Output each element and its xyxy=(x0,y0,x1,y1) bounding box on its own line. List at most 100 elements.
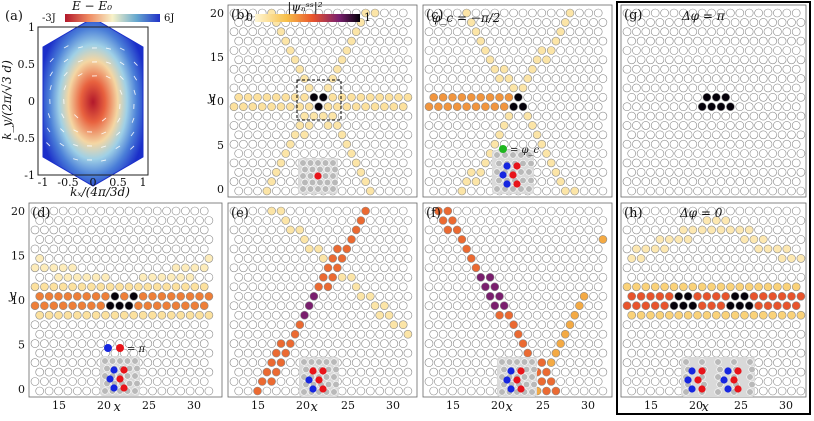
lattice-site xyxy=(665,235,673,243)
lattice-site xyxy=(764,159,772,167)
lattice-site xyxy=(301,131,309,139)
inset-colored-site xyxy=(309,385,316,392)
lattice-site xyxy=(348,131,356,139)
lattice-site xyxy=(528,264,536,272)
lattice-site xyxy=(254,56,262,64)
lattice-site xyxy=(268,340,276,348)
lattice-site xyxy=(59,245,67,253)
lattice-site xyxy=(788,75,796,83)
lattice-site xyxy=(694,93,702,101)
lattice-site xyxy=(661,9,669,17)
lattice-site xyxy=(291,37,299,45)
lattice-site xyxy=(712,131,720,139)
lattice-site xyxy=(783,28,791,36)
lattice-site xyxy=(717,121,725,129)
lattice-site xyxy=(505,75,513,83)
lattice-site xyxy=(481,378,489,386)
lattice-site xyxy=(726,28,734,36)
lattice-site xyxy=(500,103,508,111)
lattice-site xyxy=(524,273,532,281)
lattice-site xyxy=(333,264,341,272)
lattice-site xyxy=(599,349,607,357)
lattice-site xyxy=(599,217,607,225)
lattice-site xyxy=(425,226,433,234)
lattice-site xyxy=(580,235,588,243)
lattice-site xyxy=(538,264,546,272)
lattice-site xyxy=(764,207,772,215)
lattice-site xyxy=(50,207,58,215)
lattice-site xyxy=(434,321,442,329)
lattice-site xyxy=(333,28,341,36)
panel-a-label: (a) xyxy=(5,9,23,24)
lattice-site xyxy=(689,47,697,55)
lattice-site xyxy=(741,311,749,319)
lattice-site xyxy=(272,387,280,395)
lattice-site xyxy=(357,387,365,395)
lattice-site xyxy=(296,245,304,253)
lattice-site xyxy=(268,378,276,386)
lattice-site xyxy=(670,103,678,111)
lattice-site xyxy=(205,254,213,262)
lattice-site xyxy=(338,187,346,195)
lattice-site xyxy=(296,47,304,55)
xtick-label: 30 xyxy=(386,399,400,412)
lattice-site xyxy=(543,217,551,225)
lattice-site xyxy=(561,56,569,64)
lattice-site xyxy=(319,217,327,225)
lattice-site xyxy=(637,254,645,262)
lattice-site xyxy=(404,93,412,101)
lattice-site xyxy=(343,121,351,129)
lattice-site xyxy=(698,321,706,329)
lattice-site xyxy=(477,37,485,45)
lattice-site xyxy=(722,311,730,319)
lattice-site xyxy=(116,226,124,234)
lattice-site xyxy=(472,378,480,386)
lattice-site xyxy=(430,273,438,281)
lattice-site xyxy=(708,302,716,310)
lattice-site xyxy=(566,340,574,348)
lattice-site xyxy=(524,235,532,243)
lattice-site xyxy=(286,264,294,272)
lattice-site xyxy=(670,340,678,348)
lattice-site xyxy=(149,273,157,281)
lattice-site xyxy=(444,28,452,36)
lattice-site xyxy=(500,47,508,55)
lattice-site xyxy=(684,168,692,176)
lattice-site xyxy=(366,254,374,262)
lattice-site xyxy=(434,302,442,310)
lattice-site xyxy=(783,140,791,148)
inset-site xyxy=(521,359,528,366)
lattice-site xyxy=(552,217,560,225)
lattice-site xyxy=(371,178,379,186)
lattice-site xyxy=(533,168,541,176)
lattice-site xyxy=(736,140,744,148)
lattice-site xyxy=(698,159,706,167)
lattice-site xyxy=(684,292,692,300)
lattice-site xyxy=(343,321,351,329)
lattice-site xyxy=(656,311,664,319)
lattice-site xyxy=(557,302,565,310)
lattice-site xyxy=(472,321,480,329)
lattice-site xyxy=(59,340,67,348)
lattice-site xyxy=(399,84,407,92)
lattice-site xyxy=(458,254,466,262)
lattice-site xyxy=(533,187,541,195)
lattice-site xyxy=(745,65,753,73)
lattice-site xyxy=(64,254,72,262)
inset-colored-site xyxy=(110,366,117,373)
lattice-site xyxy=(557,283,565,291)
lattice-site xyxy=(759,150,767,158)
lattice-site xyxy=(712,254,720,262)
lattice-site xyxy=(196,311,204,319)
lattice-site xyxy=(764,359,772,367)
lattice-site xyxy=(315,226,323,234)
lattice-site xyxy=(651,283,659,291)
lattice-site xyxy=(258,264,266,272)
lattice-site xyxy=(376,311,384,319)
lattice-site xyxy=(362,47,370,55)
lattice-site xyxy=(561,150,569,158)
lattice-site xyxy=(647,37,655,45)
lattice-site xyxy=(590,349,598,357)
lattice-site xyxy=(481,245,489,253)
lattice-site xyxy=(769,292,777,300)
